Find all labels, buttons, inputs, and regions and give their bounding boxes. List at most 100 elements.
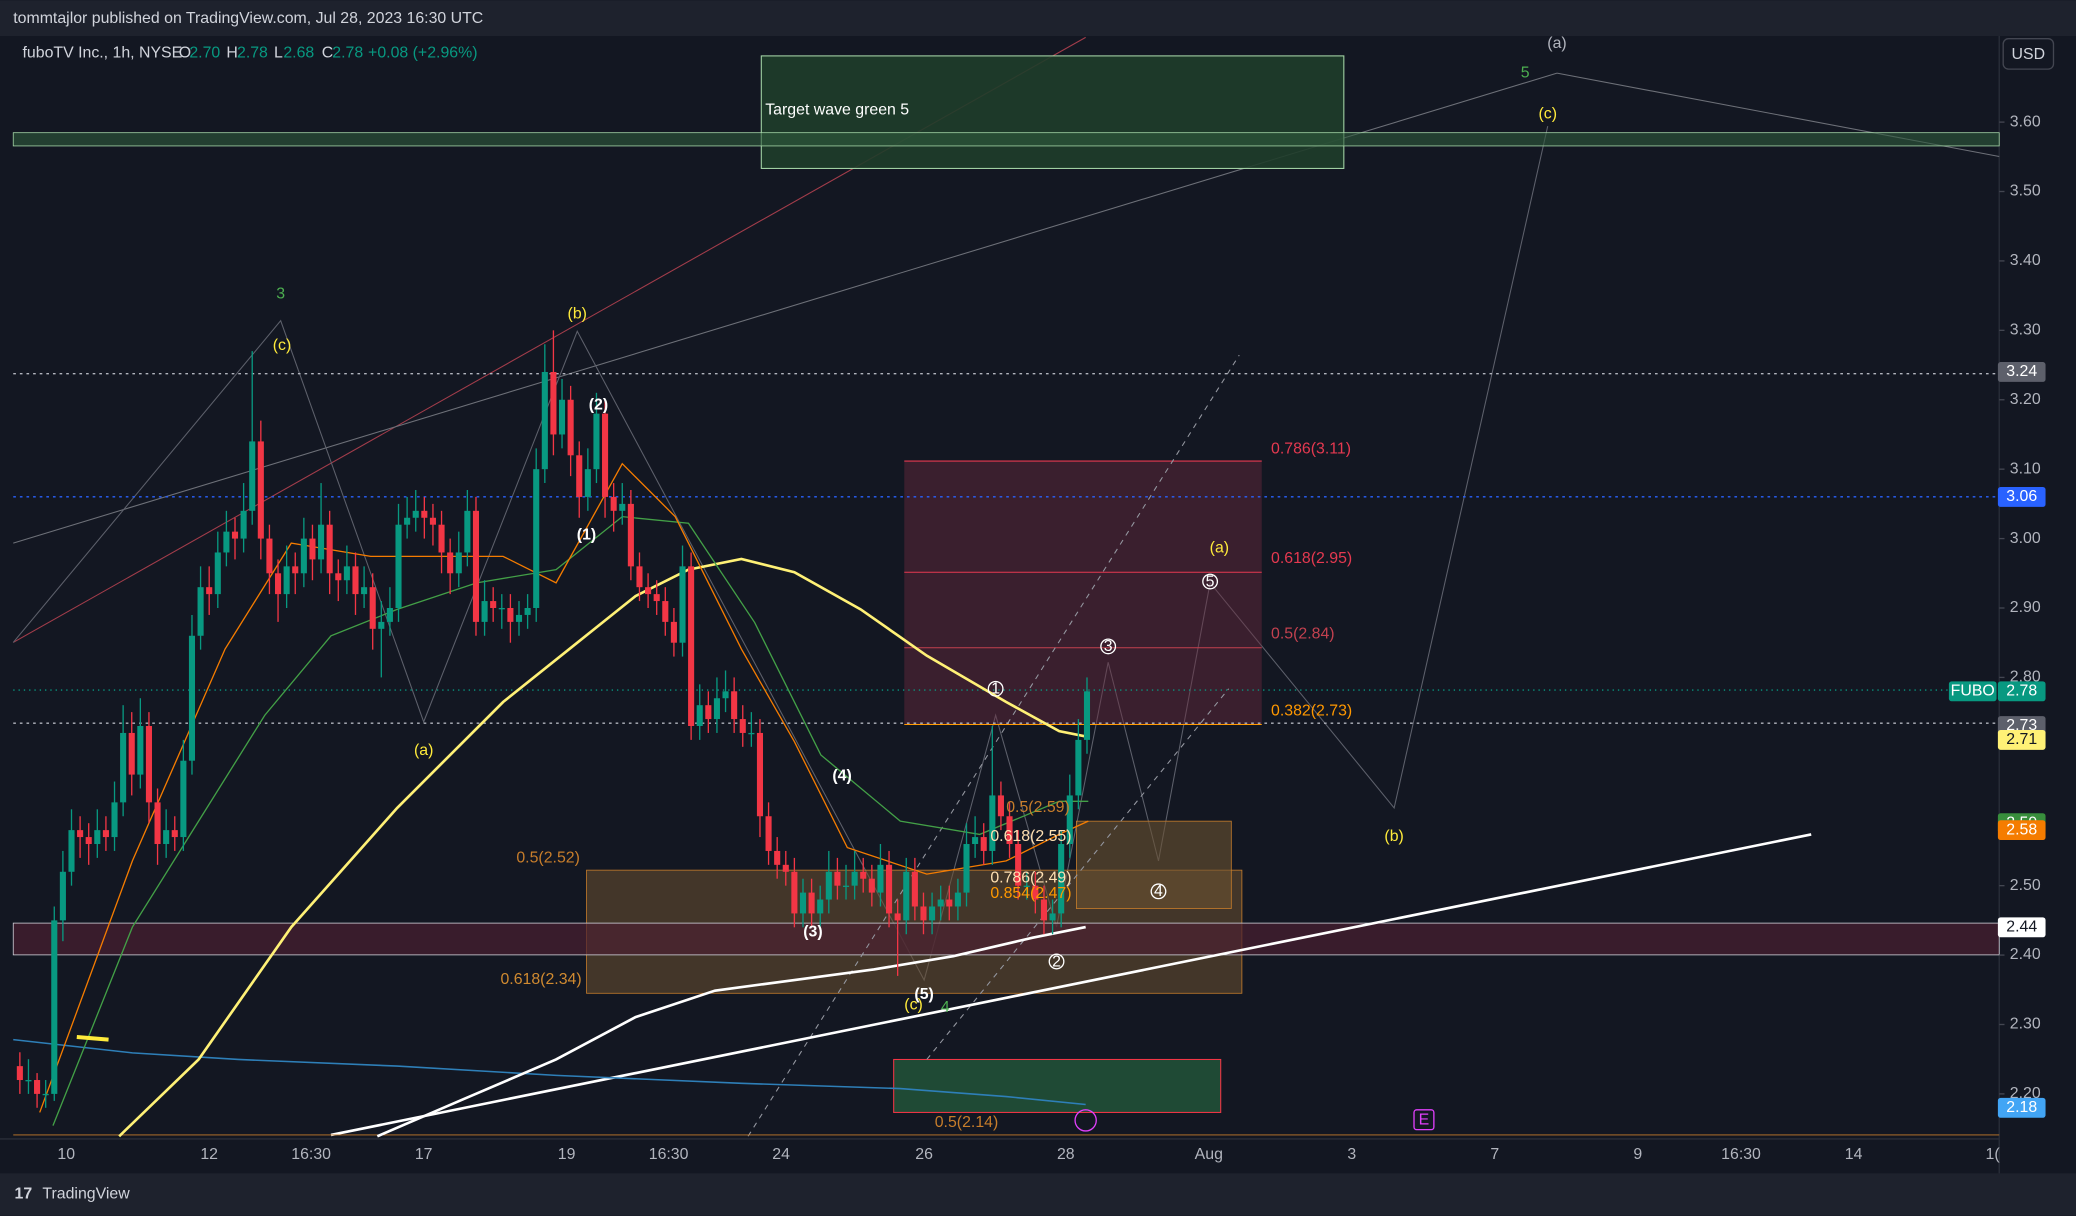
top-bar — [0, 0, 2076, 37]
candle-body — [825, 871, 832, 900]
y-tick-label: 2.30 — [2010, 1016, 2041, 1033]
candle-body — [1083, 691, 1091, 740]
candle-body — [318, 524, 325, 560]
candle-body — [171, 830, 178, 838]
ohlc-label: C — [322, 44, 333, 61]
candle-body — [653, 594, 660, 602]
candle-body — [1066, 795, 1073, 845]
drawings — [12, 36, 2000, 1138]
candle-body — [378, 621, 385, 629]
fib-box — [1075, 820, 1232, 909]
ohlc-label: O — [179, 44, 191, 61]
candle-body — [997, 795, 1004, 817]
candle-body — [541, 371, 548, 470]
wave-label: (c) — [904, 996, 923, 1013]
y-tick-label: 3.30 — [2010, 322, 2041, 339]
candle-body — [627, 503, 634, 567]
candle-body — [946, 899, 953, 907]
y-tick-label: 2.50 — [2010, 877, 2041, 894]
price-tag-label: 2.73 — [2006, 717, 2037, 734]
candle-body — [533, 469, 540, 608]
symbol-tag — [1948, 681, 1997, 702]
candle-body — [300, 538, 307, 574]
wave-label: (c) — [273, 337, 292, 354]
fib-label: 0.5(2.84) — [1271, 626, 1335, 643]
candle-body — [197, 587, 204, 636]
candle-body — [214, 552, 221, 595]
wave-zigzag — [12, 125, 1549, 982]
wave-label: (3) — [803, 924, 822, 941]
price-tag — [1997, 729, 2046, 750]
currency-button[interactable] — [2002, 38, 2055, 70]
candle-body — [860, 871, 867, 879]
price-tag — [1997, 681, 2046, 702]
candle-body — [25, 1080, 32, 1082]
candle-body — [343, 566, 350, 581]
wave-label: Target wave green 5 — [765, 101, 909, 118]
candle-body — [662, 601, 669, 622]
candle-body — [34, 1080, 41, 1094]
y-tick-label: 3.40 — [2010, 252, 2041, 269]
candle-body — [636, 566, 643, 588]
candle-body — [59, 871, 66, 921]
candle-body — [102, 830, 109, 838]
candle-body — [1006, 816, 1013, 845]
x-tick-label: 16:30 — [1721, 1146, 1761, 1163]
wave-label: (a) — [1210, 540, 1229, 557]
moving-average — [376, 925, 1086, 1138]
candle-body — [206, 587, 213, 595]
price-tag — [1997, 917, 2046, 938]
symbol-legend: fuboTV Inc., 1h, NYSE O 2.70 H 2.78 L 2.… — [23, 44, 478, 61]
wave-label: 4 — [1154, 883, 1163, 900]
x-tick-label: 14 — [1845, 1146, 1863, 1163]
wave-label: 5 — [1206, 573, 1215, 590]
fib-label: 0.618(2.34) — [500, 971, 581, 988]
price-tag-label: 2.78 — [2006, 682, 2037, 699]
fib-label: 0.786(2.49) — [990, 869, 1071, 886]
fib-label: 0.5(2.14) — [935, 1114, 999, 1131]
candle-body — [920, 906, 927, 921]
target-box — [760, 55, 1345, 169]
candle-body — [1049, 913, 1056, 921]
y-tick-label: 2.90 — [2010, 599, 2041, 616]
candle-body — [257, 441, 264, 539]
candle-body — [834, 871, 841, 886]
currency[interactable]: USD — [2012, 46, 2046, 63]
candle-body — [1075, 739, 1082, 796]
event-marker — [1074, 1109, 1097, 1132]
price-tag — [1997, 487, 2046, 507]
candle-body — [842, 885, 850, 887]
candle-body — [1015, 844, 1022, 886]
symbol-tag-label: FUBO — [1951, 682, 1995, 699]
candle-body — [266, 538, 273, 574]
candle-body — [610, 496, 617, 511]
candle-body — [352, 566, 359, 595]
candle-body — [576, 455, 583, 497]
candle-body — [903, 871, 910, 921]
target-box — [893, 1058, 1222, 1113]
candle-body — [963, 844, 970, 893]
candle-body — [498, 608, 505, 610]
candle-body — [619, 503, 626, 511]
ohlc-change: +0.08 (+2.96%) — [368, 44, 477, 61]
candle-body — [240, 510, 247, 539]
candle-body — [188, 635, 196, 761]
candle-body — [274, 573, 282, 595]
price-tag — [1997, 820, 2046, 841]
x-tick-label: 26 — [915, 1146, 933, 1163]
candle-body — [739, 719, 746, 733]
candle-body — [111, 802, 118, 838]
candle-body — [395, 524, 402, 608]
fib-label: 0.5(2.59) — [1006, 799, 1070, 816]
candle-body — [877, 864, 884, 893]
candle-body — [455, 552, 462, 574]
candle-body — [490, 601, 497, 608]
candle-body — [464, 510, 471, 553]
candle-body — [412, 510, 419, 518]
candle-body — [679, 566, 686, 643]
candle-body — [713, 698, 720, 720]
indicator-line — [13, 1038, 1086, 1106]
wave-label: (c) — [1538, 105, 1557, 122]
candle-body — [180, 760, 187, 838]
